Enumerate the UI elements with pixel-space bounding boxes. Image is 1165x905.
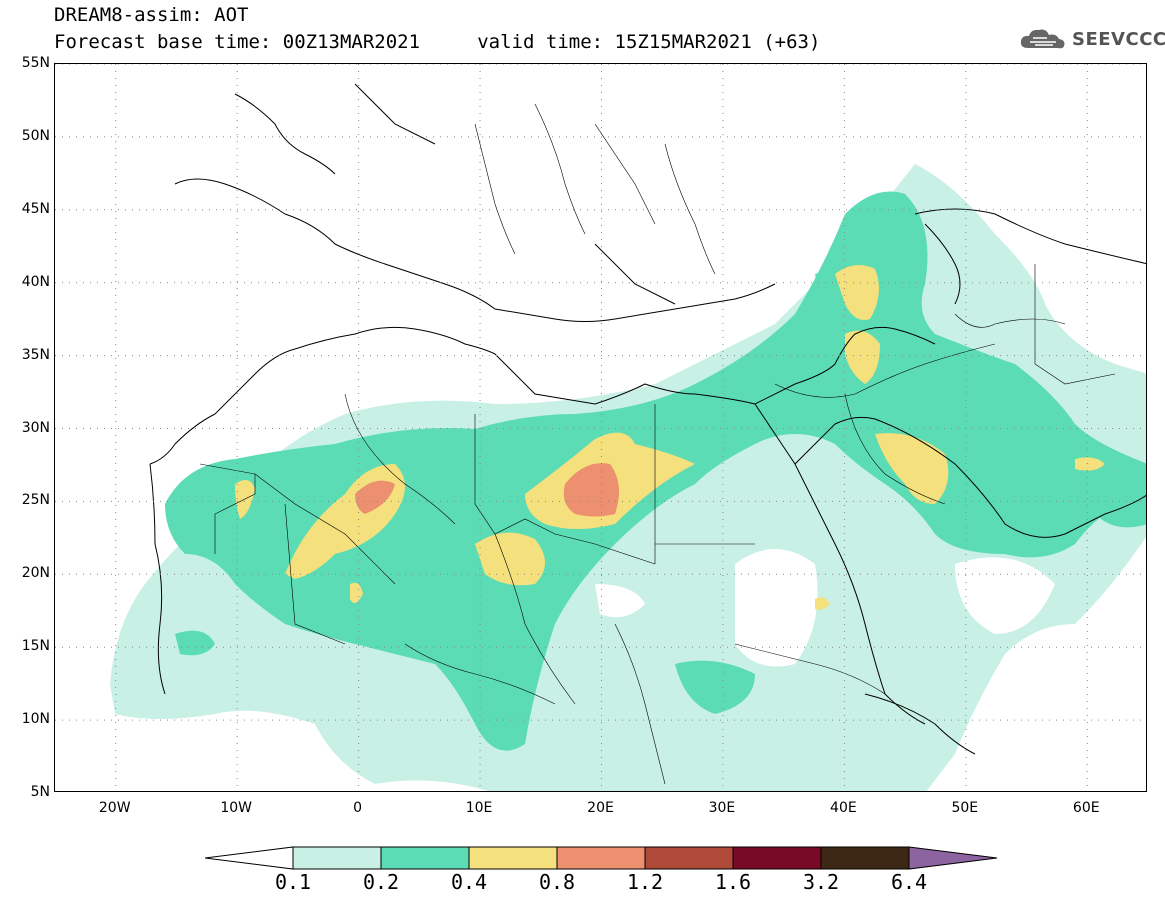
lat-tick-label: 20N — [21, 565, 50, 582]
colorbar-box — [732, 846, 822, 870]
forecast-time-line: Forecast base time: 00Z13MAR2021 valid t… — [54, 31, 821, 53]
lon-tick-label: 20W — [98, 800, 131, 816]
lon-tick-label: 0 — [353, 800, 363, 816]
lat-tick-label: 40N — [21, 273, 50, 290]
lat-tick-label: 25N — [21, 492, 50, 509]
lat-tick-label: 50N — [21, 127, 50, 144]
colorbar-box — [380, 846, 470, 870]
map-panel — [54, 63, 1147, 792]
lon-tick-label: 20E — [587, 800, 614, 816]
colorbar-level-label: 0.1 — [274, 870, 312, 894]
graticule — [55, 64, 1146, 791]
lon-tick-label: 30E — [708, 800, 736, 816]
colorbar-level-label: 0.2 — [362, 870, 400, 894]
lat-tick-label: 35N — [21, 346, 50, 363]
colorbar-level-label: 1.2 — [626, 870, 664, 894]
colorbar-level-label: 3.2 — [802, 870, 840, 894]
logo-text: SEEVCCC — [1072, 28, 1165, 50]
lat-tick-label: 55N — [21, 55, 50, 71]
cloud-icon — [1020, 29, 1065, 49]
lon-tick-label: 40E — [830, 800, 857, 816]
colorbar-box — [468, 846, 558, 870]
colorbar-box — [644, 846, 734, 870]
colorbar-box — [556, 846, 646, 870]
lat-tick-label: 30N — [21, 419, 50, 436]
lat-tick-label: 15N — [21, 638, 50, 655]
seevccc-logo: SEEVCCC — [1018, 26, 1165, 52]
colorbar-level-label: 0.4 — [450, 870, 488, 894]
lon-tick-label: 50E — [951, 800, 979, 816]
colorbar-level-label: 1.6 — [714, 870, 752, 894]
lat-tick-label: 5N — [30, 784, 50, 800]
map-title: DREAM8-assim: AOT — [54, 4, 249, 26]
colorbar-under-triangle — [205, 846, 294, 870]
lon-tick-label: 10E — [465, 800, 493, 816]
lon-tick-label: 60E — [1072, 800, 1100, 816]
lon-tick-label: 10W — [220, 800, 252, 816]
colorbar-box — [820, 846, 910, 870]
colorbar-over-triangle — [908, 846, 998, 870]
colorbar-level-label: 6.4 — [890, 870, 928, 894]
aot-map — [55, 64, 1146, 791]
lat-tick-label: 45N — [21, 200, 50, 217]
aot-band-0.4 — [235, 265, 1105, 610]
aot-band-0.8 — [355, 463, 619, 517]
colorbar-level-label: 0.8 — [538, 870, 576, 894]
colorbar — [205, 846, 998, 870]
colorbar-box — [292, 846, 382, 870]
coastlines — [149, 83, 1146, 755]
lat-tick-label: 10N — [21, 711, 50, 728]
